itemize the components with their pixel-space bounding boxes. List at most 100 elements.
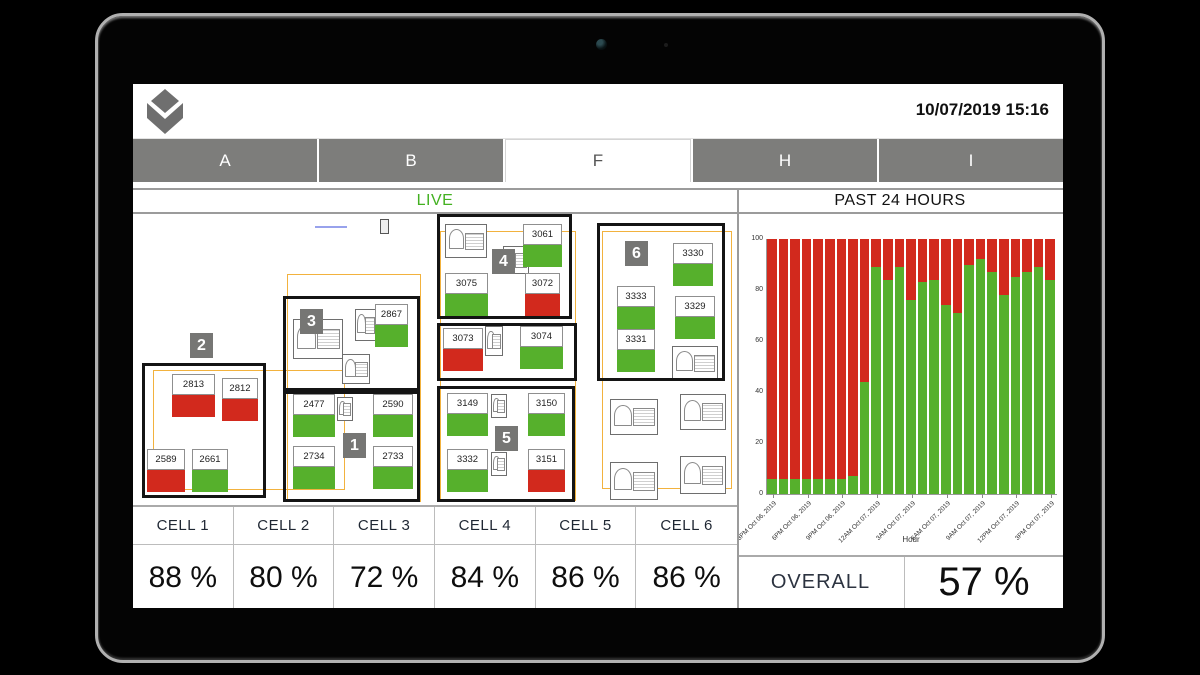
bar-downtime-segment	[1045, 239, 1055, 280]
machine-status-running	[375, 325, 408, 347]
machine-2477[interactable]: 2477	[293, 394, 335, 437]
machine-3074[interactable]: 3074	[520, 326, 563, 369]
chart-bar	[825, 239, 835, 494]
y-axis-line	[766, 239, 767, 495]
bar-downtime-segment	[790, 239, 800, 479]
bar-uptime-segment	[801, 478, 812, 494]
machine-id-label: 3061	[523, 224, 562, 245]
bar-uptime-segment	[836, 478, 847, 494]
bar-uptime-segment	[1045, 279, 1055, 494]
live-title: LIVE	[416, 192, 454, 209]
cell-badge-1: 1	[343, 433, 366, 458]
machine-id-label: 2734	[293, 446, 335, 467]
machine-2734[interactable]: 2734	[293, 446, 335, 489]
machine-2813[interactable]: 2813	[172, 374, 215, 417]
x-tick-mark	[1016, 494, 1018, 498]
tab-H[interactable]: H	[693, 139, 877, 182]
machine-3150[interactable]: 3150	[528, 393, 565, 436]
chart-bar	[999, 239, 1009, 494]
cell-3-value: 72 %	[334, 545, 435, 608]
chart-bar	[929, 239, 939, 494]
y-tick-label: 80	[755, 286, 763, 293]
tab-A[interactable]: A	[133, 139, 317, 182]
chart-bar	[894, 239, 905, 494]
machine-2733[interactable]: 2733	[373, 446, 413, 489]
cell-6-header: CELL 6	[636, 507, 737, 545]
bar-uptime-segment	[790, 478, 800, 494]
machine-3075[interactable]: 3075	[445, 273, 488, 316]
machine-id-label: 2733	[373, 446, 413, 467]
cell-badge-4: 4	[492, 249, 515, 274]
tab-I[interactable]: I	[879, 139, 1063, 182]
y-tick-label: 20	[755, 439, 763, 446]
machine-status-down	[222, 399, 258, 421]
machine-2589[interactable]: 2589	[147, 449, 185, 492]
x-tick-mark	[877, 494, 879, 498]
cell-region-2	[142, 363, 266, 498]
chart-bar	[964, 239, 974, 494]
bar-uptime-segment	[999, 295, 1009, 494]
cell-5-value: 86 %	[536, 545, 637, 608]
machine-3329[interactable]: 3329	[675, 296, 715, 339]
bar-downtime-segment	[883, 239, 893, 280]
bar-uptime-segment	[813, 478, 823, 494]
machine-id-label: 3330	[673, 243, 713, 264]
overall-value: 57 %	[938, 560, 1030, 604]
machine-status-running	[520, 347, 563, 369]
machine-id-label: 3332	[447, 449, 488, 470]
machine-3149[interactable]: 3149	[447, 393, 488, 436]
cell-region-4	[437, 214, 572, 319]
bar-uptime-segment	[883, 279, 893, 494]
bar-uptime-segment	[1022, 272, 1032, 494]
machine-status-running	[675, 317, 715, 339]
y-tick-label: 60	[755, 337, 763, 344]
tab-F[interactable]: F	[505, 139, 691, 182]
floor-plan-line	[315, 226, 347, 228]
cell-6-value: 86 %	[652, 560, 721, 594]
bar-downtime-segment	[767, 239, 777, 479]
tab-B[interactable]: B	[319, 139, 503, 182]
machine-3073[interactable]: 3073	[443, 328, 483, 371]
machine-2867[interactable]: 2867	[375, 304, 408, 347]
machine-3072[interactable]: 3072	[525, 273, 560, 316]
chart-bar	[1033, 239, 1044, 494]
machine-id-label: 3074	[520, 326, 563, 347]
bar-downtime-segment	[871, 239, 881, 268]
bar-downtime-segment	[1022, 239, 1032, 273]
machine-cad-glyph	[680, 394, 726, 430]
front-camera-icon	[596, 39, 607, 50]
x-axis-line	[766, 494, 1057, 495]
section-header-row: LIVE PAST 24 HOURS	[133, 188, 1063, 214]
machine-3331[interactable]: 3331	[617, 329, 655, 372]
machine-cad-glyph	[445, 224, 487, 258]
floor-plan-symbol	[380, 219, 389, 234]
machine-2590[interactable]: 2590	[373, 394, 413, 437]
cell-region-extra	[437, 323, 577, 381]
machine-3151[interactable]: 3151	[528, 449, 565, 492]
machine-3332[interactable]: 3332	[447, 449, 488, 492]
y-tick-label: 40	[755, 388, 763, 395]
machine-2812[interactable]: 2812	[222, 378, 258, 421]
ambient-sensor-icon	[664, 43, 668, 47]
machine-3061[interactable]: 3061	[523, 224, 562, 267]
history-title: PAST 24 HOURS	[834, 192, 966, 209]
machine-status-running	[192, 470, 228, 492]
cell-region-3	[283, 296, 420, 391]
bar-uptime-segment	[987, 272, 997, 494]
history-chart: Hour 0 20 40 60 80 100 3PM Oct 06, 2019 6PM Oct…	[737, 214, 1063, 555]
x-tick-label: 3PM Oct 06, 2019	[737, 500, 778, 542]
chart-bar	[1010, 239, 1021, 494]
bar-uptime-segment	[1033, 267, 1044, 494]
app-header: 10/07/2019 15:16	[133, 84, 1063, 138]
bar-downtime-segment	[836, 239, 847, 479]
chart-bar	[952, 239, 963, 494]
machine-status-running	[673, 264, 713, 286]
chart-bar	[859, 239, 870, 494]
cell-badge-2: 2	[190, 333, 213, 358]
machine-3333[interactable]: 3333	[617, 286, 655, 329]
machine-3330[interactable]: 3330	[673, 243, 713, 286]
machine-id-label: 2590	[373, 394, 413, 415]
machine-2661[interactable]: 2661	[192, 449, 228, 492]
machine-cad-glyph	[610, 462, 658, 500]
machine-status-down	[172, 395, 215, 417]
